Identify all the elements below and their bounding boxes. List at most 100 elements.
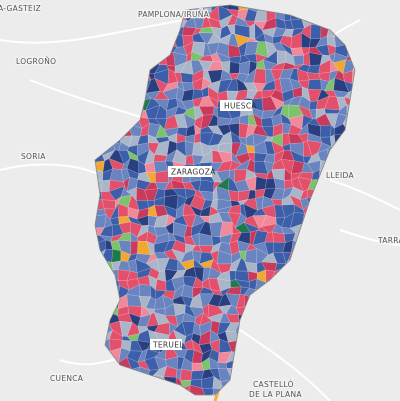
municipality <box>136 396 149 401</box>
municipality <box>361 340 376 352</box>
municipality <box>252 294 266 310</box>
municipality <box>86 331 95 343</box>
municipality <box>348 394 355 395</box>
municipality <box>326 5 338 12</box>
municipality <box>371 105 385 120</box>
municipality <box>324 374 339 389</box>
municipality <box>262 316 278 328</box>
municipality <box>300 386 314 394</box>
municipality <box>110 369 120 377</box>
municipality <box>333 232 347 243</box>
municipality <box>388 358 400 367</box>
municipality <box>306 350 320 363</box>
municipality <box>274 303 285 318</box>
municipality <box>299 7 311 20</box>
municipality <box>334 340 349 354</box>
municipality <box>320 18 330 28</box>
municipality <box>154 24 165 39</box>
municipality <box>379 61 390 75</box>
municipality <box>365 285 373 300</box>
municipality <box>370 134 384 141</box>
municipality <box>388 0 400 6</box>
municipality <box>95 179 97 192</box>
municipality <box>317 196 329 210</box>
municipality <box>110 14 124 29</box>
municipality <box>370 394 380 401</box>
municipality <box>380 314 390 322</box>
municipality <box>357 394 362 401</box>
municipality <box>339 251 348 265</box>
municipality <box>390 79 400 92</box>
municipality <box>343 131 355 146</box>
municipality <box>381 303 391 316</box>
municipality <box>264 366 278 379</box>
municipality <box>380 396 394 401</box>
municipality <box>364 259 369 271</box>
municipality <box>315 332 330 342</box>
municipality <box>373 24 385 36</box>
municipality <box>379 289 391 297</box>
municipality <box>130 240 139 255</box>
municipality <box>263 359 276 371</box>
municipality <box>382 178 394 187</box>
municipality <box>390 54 400 65</box>
municipality <box>108 69 119 80</box>
municipality <box>140 41 149 56</box>
municipality <box>371 285 384 300</box>
municipality <box>139 284 152 298</box>
municipality <box>119 14 131 28</box>
municipality <box>370 69 385 82</box>
municipality <box>284 366 291 381</box>
municipality <box>334 205 348 218</box>
municipality <box>383 366 393 380</box>
municipality <box>356 36 365 45</box>
municipality <box>95 339 107 354</box>
municipality <box>102 37 115 47</box>
municipality <box>367 98 376 110</box>
municipality <box>234 385 246 395</box>
municipality <box>371 114 385 123</box>
municipality <box>100 78 116 93</box>
municipality <box>245 314 259 326</box>
municipality <box>334 259 348 271</box>
municipality <box>308 270 321 282</box>
municipality <box>285 329 296 344</box>
municipality <box>372 331 382 345</box>
municipality <box>383 268 393 280</box>
municipality <box>123 97 130 111</box>
municipality <box>379 279 393 289</box>
municipality <box>100 5 114 12</box>
municipality <box>95 312 96 328</box>
municipality <box>95 106 105 117</box>
municipality <box>112 114 124 130</box>
municipality <box>388 125 400 137</box>
municipality <box>117 369 133 379</box>
municipality <box>289 295 305 307</box>
municipality <box>306 359 318 368</box>
municipality <box>324 18 341 28</box>
municipality <box>318 233 332 247</box>
municipality <box>302 236 314 246</box>
municipality <box>364 150 372 160</box>
municipality <box>230 392 240 395</box>
municipality <box>334 385 350 395</box>
municipality <box>122 33 133 49</box>
municipality <box>363 123 374 136</box>
municipality <box>307 312 322 326</box>
municipality <box>95 71 102 83</box>
municipality <box>336 324 346 336</box>
municipality <box>118 52 134 63</box>
municipality <box>382 79 392 92</box>
municipality <box>354 270 355 282</box>
place-label: DE LA PLANA <box>249 390 302 399</box>
municipality <box>231 375 242 389</box>
municipality <box>327 262 341 271</box>
municipality <box>371 297 384 309</box>
municipality <box>347 7 355 22</box>
municipality <box>361 240 376 252</box>
municipality <box>361 56 376 66</box>
municipality <box>361 65 376 74</box>
municipality <box>275 366 285 381</box>
municipality <box>109 87 125 99</box>
